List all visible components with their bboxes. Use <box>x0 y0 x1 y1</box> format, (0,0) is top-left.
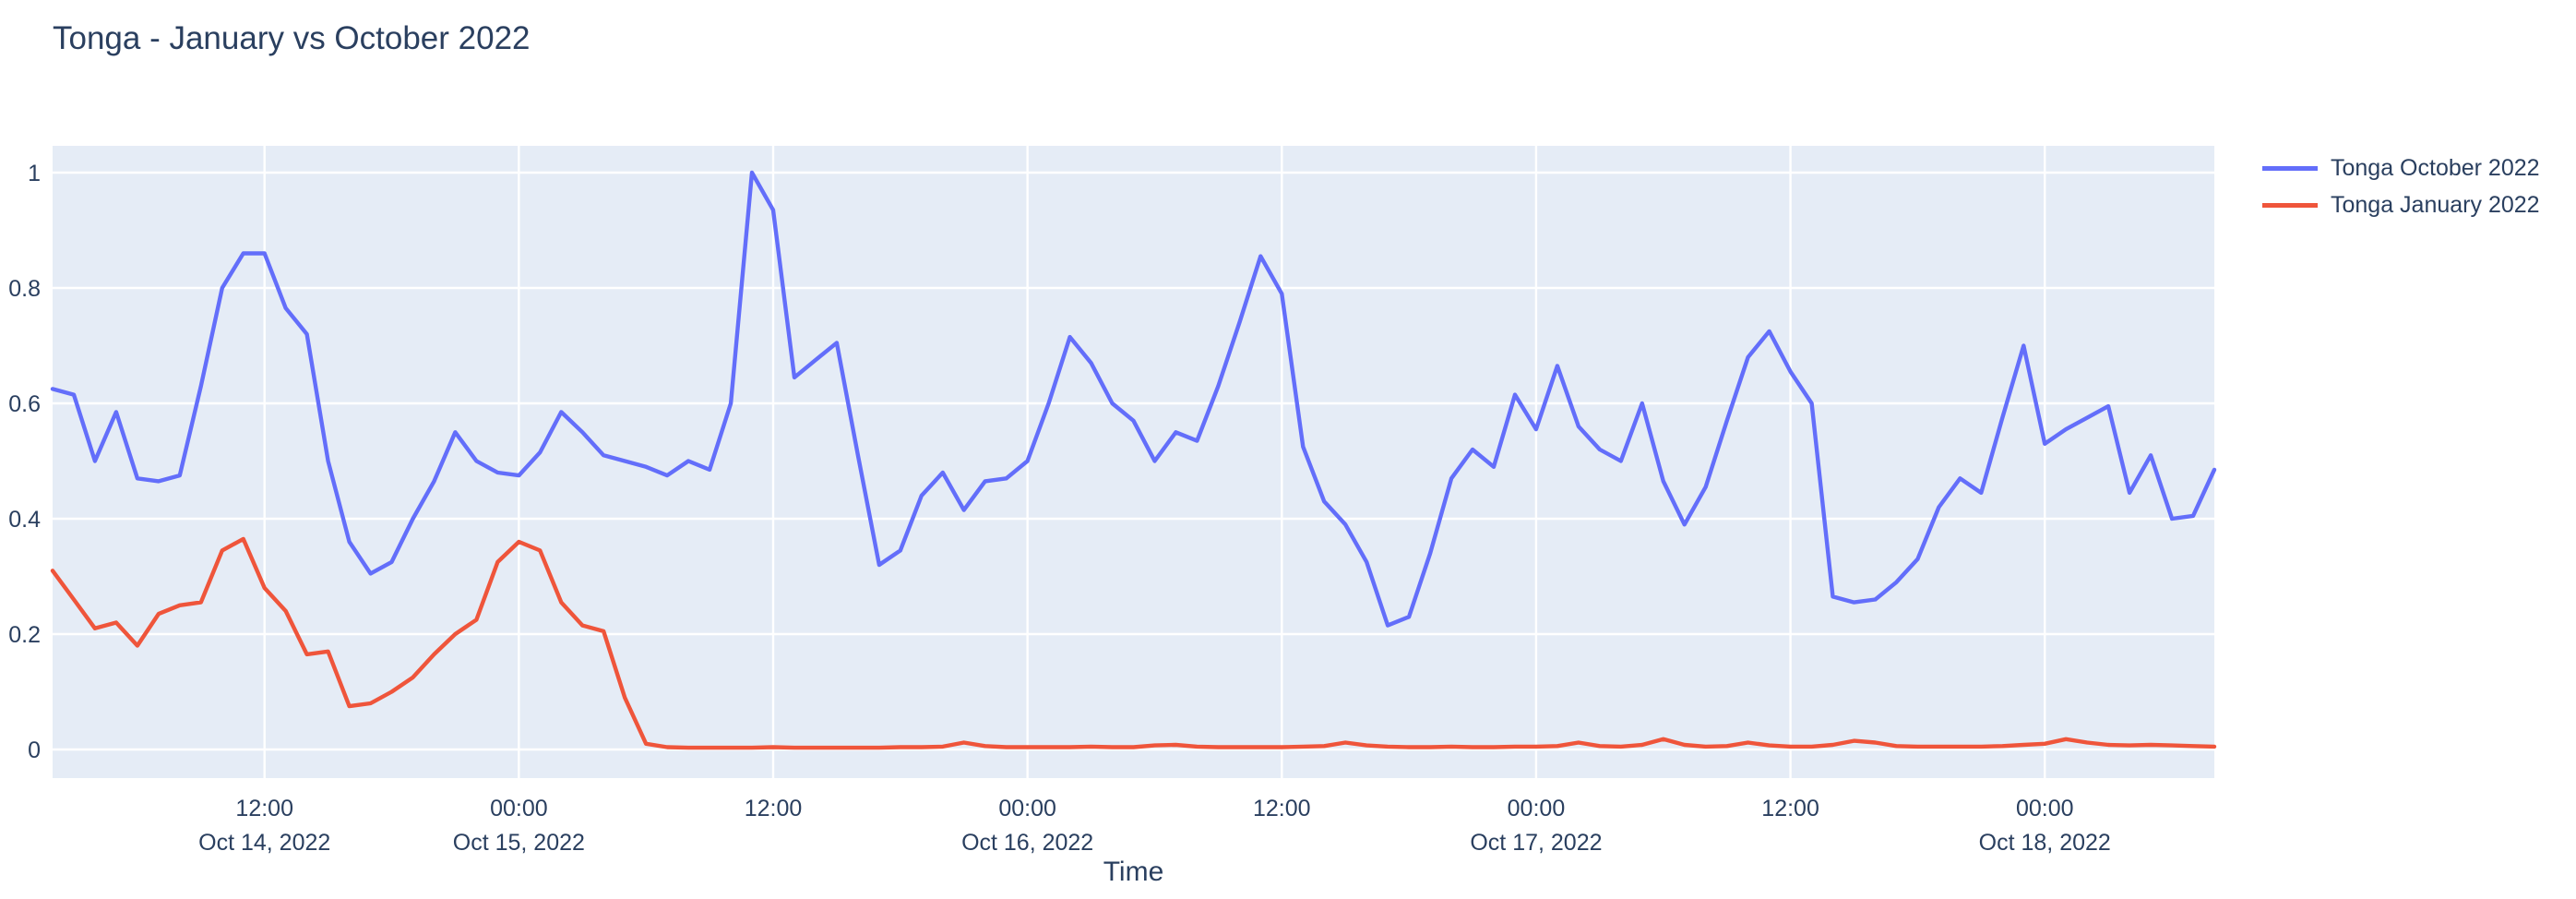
plot-background[interactable] <box>53 146 2214 778</box>
legend-line-swatch-january <box>2262 202 2318 208</box>
x-tick-label-date: Oct 17, 2022 <box>1470 830 1602 856</box>
x-tick-label-time: 00:00 <box>2016 796 2074 821</box>
x-tick-label-date: Oct 18, 2022 <box>1979 830 2111 856</box>
x-tick-label-time: 00:00 <box>490 796 548 821</box>
x-tick-label-date: Oct 16, 2022 <box>961 830 1093 856</box>
legend: Tonga October 2022 Tonga January 2022 <box>2262 150 2540 223</box>
x-tick-label-date: Oct 15, 2022 <box>453 830 585 856</box>
series-line-tonga-october-2022[interactable] <box>50 170 2217 628</box>
series-line-tonga-january-2022[interactable] <box>50 536 2217 750</box>
x-tick-label-time: 12:00 <box>235 796 293 821</box>
x-tick-label-date: Oct 14, 2022 <box>198 830 330 856</box>
x-tick-label-time: 12:00 <box>1761 796 1819 821</box>
legend-item-tonga-october-2022[interactable]: Tonga October 2022 <box>2262 150 2540 186</box>
chart-title: Tonga - January vs October 2022 <box>53 20 531 56</box>
legend-line-swatch-october <box>2262 165 2318 171</box>
x-axis-title: Time <box>1103 857 1164 887</box>
x-tick-label-time: 00:00 <box>1508 796 1566 821</box>
y-tick-label: 0 <box>28 737 41 763</box>
legend-label-january: Tonga January 2022 <box>2331 191 2540 218</box>
y-tick-label: 0.8 <box>8 276 41 302</box>
legend-label-october: Tonga October 2022 <box>2331 154 2540 181</box>
x-tick-label-time: 12:00 <box>745 796 803 821</box>
x-tick-label-time: 00:00 <box>998 796 1056 821</box>
y-tick-label: 0.2 <box>8 622 41 648</box>
x-tick-label-time: 12:00 <box>1253 796 1311 821</box>
y-tick-label: 0.6 <box>8 391 41 417</box>
y-tick-label: 1 <box>28 161 41 186</box>
legend-item-tonga-january-2022[interactable]: Tonga January 2022 <box>2262 186 2540 223</box>
y-tick-label: 0.4 <box>8 507 41 533</box>
